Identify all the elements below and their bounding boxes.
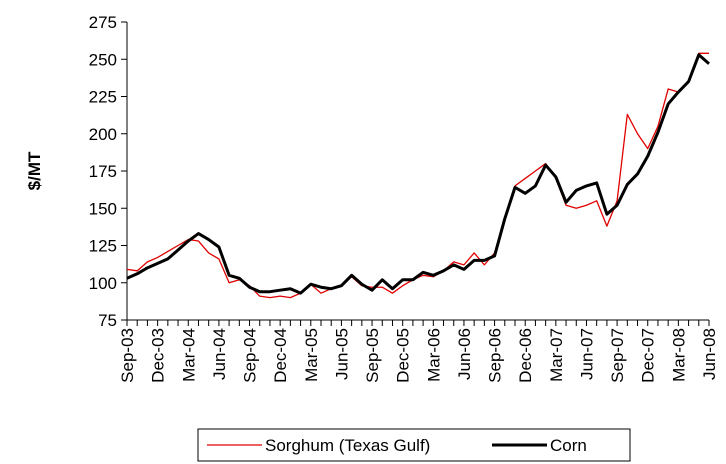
x-tick-label: Mar-08 <box>669 328 688 382</box>
series-line <box>126 52 709 299</box>
x-tick-label: Dec-07 <box>639 328 658 383</box>
x-tick-label: Dec-04 <box>271 328 290 383</box>
x-tick-label: Sep-04 <box>241 328 260 383</box>
x-tick-label: Sep-05 <box>363 328 382 383</box>
y-tick-label: 150 <box>89 199 117 218</box>
x-tick-label: Mar-06 <box>424 328 443 382</box>
x-tick-label: Dec-05 <box>394 328 413 383</box>
x-tick-label: Jun-05 <box>332 328 351 380</box>
y-tick-label: 75 <box>98 311 117 330</box>
y-tick-label: 100 <box>89 274 117 293</box>
x-tick-label: Jun-08 <box>700 328 719 380</box>
x-tick-label: Mar-07 <box>547 328 566 382</box>
y-tick-label: 250 <box>89 50 117 69</box>
legend-label: Corn <box>550 436 587 455</box>
legend-label: Sorghum (Texas Gulf) <box>265 436 430 455</box>
x-tick-label: Jun-04 <box>210 328 229 380</box>
series-line <box>126 53 710 295</box>
y-tick-label: 200 <box>89 125 117 144</box>
x-tick-label: Sep-06 <box>486 328 505 383</box>
x-tick-label: Dec-03 <box>149 328 168 383</box>
y-tick-label: 225 <box>89 88 117 107</box>
x-tick-label: Mar-05 <box>302 328 321 382</box>
legend <box>197 428 631 462</box>
y-tick-label: 275 <box>89 13 117 32</box>
y-axis-label: $/MT <box>25 151 44 190</box>
x-tick-label: Sep-07 <box>608 328 627 383</box>
x-tick-label: Sep-03 <box>118 328 137 383</box>
y-tick-label: 125 <box>89 237 117 256</box>
x-tick-label: Jun-06 <box>455 328 474 380</box>
x-tick-label: Jun-07 <box>577 328 596 380</box>
x-tick-label: Dec-06 <box>516 328 535 383</box>
x-tick-label: Mar-04 <box>179 328 198 382</box>
y-tick-label: 175 <box>89 162 117 181</box>
